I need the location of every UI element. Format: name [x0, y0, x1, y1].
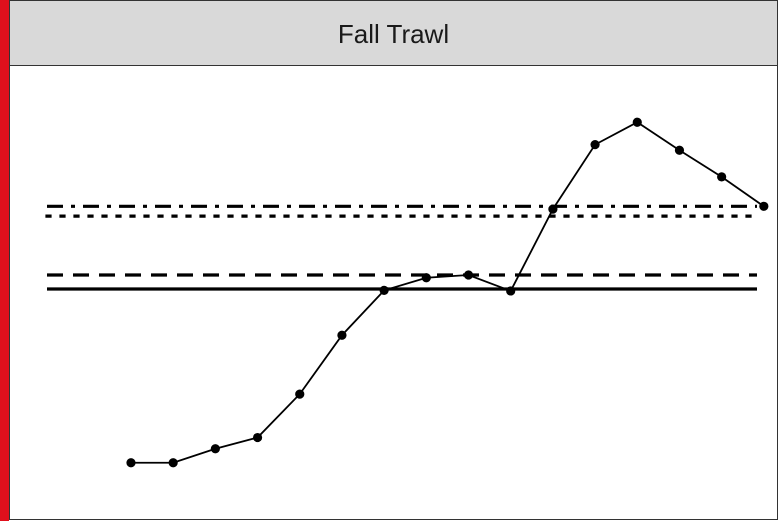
data-point: [463, 270, 474, 280]
data-point: [252, 432, 263, 443]
data-point: [717, 172, 727, 182]
data-point: [548, 204, 558, 214]
data-point: [379, 285, 389, 295]
data-point: [590, 140, 600, 150]
data-point: [506, 286, 516, 296]
data-point: [632, 117, 642, 127]
chart-title: Fall Trawl: [337, 18, 450, 49]
data-point: [337, 330, 347, 340]
data-point: [759, 201, 769, 211]
data-point: [168, 458, 178, 468]
series-line: [130, 121, 765, 464]
left-accent-bar: [0, 0, 9, 521]
data-point: [421, 273, 431, 283]
data-point: [126, 458, 136, 468]
chart-panel: Fall Trawl: [9, 0, 778, 520]
facet-strip: Fall Trawl: [10, 1, 777, 66]
plot-area: [45, 117, 769, 468]
data-point: [210, 444, 220, 454]
data-point: [295, 389, 305, 399]
data-point: [674, 145, 685, 155]
